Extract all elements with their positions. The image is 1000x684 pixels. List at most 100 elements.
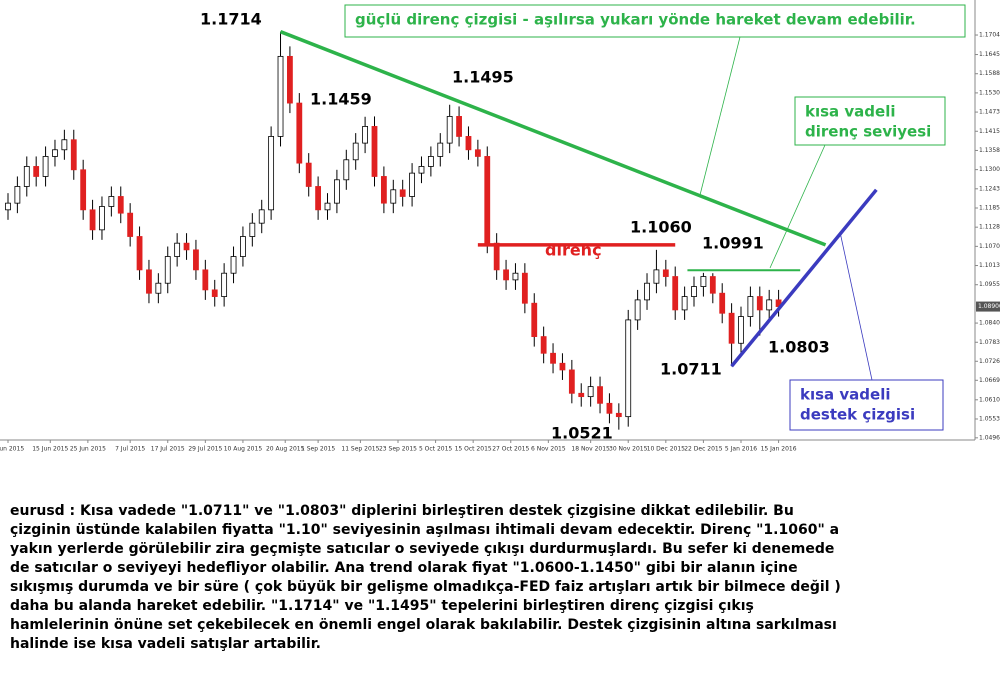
candle-body (52, 149, 58, 157)
candle-body (352, 142, 359, 161)
candle-body (380, 176, 387, 204)
candle-body (446, 116, 453, 144)
y-tick-label: 1.17040 (979, 32, 1000, 39)
y-tick-label: 1.14730 (979, 109, 1000, 116)
trend-line (730, 188, 878, 368)
y-tick-label: 1.04965 (979, 434, 1000, 441)
candle-body (211, 289, 218, 297)
candle-body (606, 402, 613, 414)
commentary-line: yakın yerlerde görülebilir zira geçmişte… (10, 541, 834, 557)
candle-body (390, 189, 397, 204)
candle-body (240, 236, 246, 257)
candle-body (531, 302, 538, 337)
x-tick-label: 11 Sep 2015 (341, 446, 379, 453)
candle-body (691, 286, 697, 297)
candle-body (164, 256, 171, 284)
candle-body (193, 249, 199, 271)
candle-body (559, 362, 566, 371)
candle-body (709, 276, 716, 294)
candle-body (625, 319, 632, 418)
commentary-line: halinde ise kısa vadeli satışlar artabil… (10, 636, 321, 652)
candle-body (334, 179, 340, 204)
y-tick-label: 1.06105 (979, 396, 1000, 403)
candle-body (615, 412, 622, 418)
candle-body (747, 296, 754, 317)
candle-body (672, 276, 679, 311)
candle-body (287, 55, 293, 104)
candle-body (33, 166, 40, 177)
y-tick-label: 1.13005 (979, 166, 1000, 173)
candle-body (465, 136, 472, 151)
x-tick-label: 20 Aug 2015 (266, 446, 305, 453)
candle-body (249, 222, 256, 237)
candle-body (70, 139, 77, 171)
callout-connector (769, 144, 826, 269)
candle-body (61, 139, 68, 151)
candle-body (202, 269, 209, 291)
candle-body (503, 269, 509, 281)
x-tick-label: 25 Jun 2015 (70, 446, 106, 453)
candle-body (99, 206, 105, 231)
y-tick-label: 1.06690 (979, 377, 1000, 384)
candle-body (437, 142, 444, 157)
candle-body (305, 162, 312, 187)
commentary-line: çizginin üstünde kalabilen fiyatta "1.10… (10, 522, 839, 538)
y-tick-label: 1.11280 (979, 224, 1000, 231)
commentary-line: sıkışmış durumda ve bir süre ( çok büyük… (10, 579, 841, 595)
candle-body (230, 256, 237, 274)
commentary-line: hamlelerinin önüne set çekebilecek en ön… (10, 617, 837, 633)
y-tick-label: 1.07260 (979, 358, 1000, 365)
candle-body (512, 272, 519, 281)
y-tick-label: 1.14155 (979, 128, 1000, 135)
candle-body (221, 272, 228, 297)
callout-box (794, 96, 946, 146)
candle-body (117, 196, 124, 214)
candle-body (42, 156, 49, 177)
callout-connector (839, 231, 873, 381)
commentary-line: de satıcılar o seviyeyi hedefliyor olabi… (10, 560, 798, 576)
candle-body (587, 386, 594, 398)
candle-body (136, 236, 143, 271)
candle-body (174, 242, 181, 257)
callout-text: güçlü direnç çizgisi - aşılırsa yukarı y… (355, 11, 916, 29)
callout-text: direnç seviyesi (805, 123, 931, 141)
y-tick-label: 1.07830 (979, 339, 1000, 346)
candle-body (493, 242, 500, 271)
price-label: 1.1060 (630, 218, 692, 237)
candle-body (540, 336, 547, 354)
y-tick-label: 1.12430 (979, 185, 1000, 192)
candle-body (766, 299, 773, 311)
x-tick-label: 10 Aug 2015 (224, 446, 263, 453)
candle-body (23, 166, 30, 187)
y-tick-label: 1.16455 (979, 51, 1000, 58)
candle-body (550, 352, 556, 364)
candle-body (568, 369, 575, 394)
candle-body (108, 196, 115, 207)
candle-body (268, 136, 275, 211)
x-tick-label: 22 Dec 2015 (684, 446, 723, 453)
y-tick-label: 1.10130 (979, 262, 1000, 269)
candle-body (89, 209, 96, 231)
candle-body (362, 126, 368, 144)
x-tick-label: 3 Jun 2015 (0, 446, 24, 453)
y-tick-label: 1.09555 (979, 281, 1000, 288)
candle-body (296, 102, 303, 164)
x-tick-label: 23 Sep 2015 (379, 446, 417, 453)
x-tick-label: 1 Sep 2015 (301, 446, 335, 453)
price-label: 1.0521 (551, 424, 613, 443)
candle-body (146, 269, 152, 294)
candle-body (80, 169, 87, 211)
candle-body (756, 296, 763, 311)
price-label: 1.1714 (200, 10, 262, 29)
candle-body (183, 242, 190, 251)
price-label: 1.0711 (660, 360, 722, 379)
price-label: 1.1459 (310, 90, 372, 109)
candle-body (409, 172, 415, 197)
candle-body (258, 209, 265, 224)
x-tick-label: 27 Oct 2015 (492, 446, 529, 453)
candle-body (578, 392, 585, 398)
callout-box (789, 379, 944, 431)
candle-body (484, 156, 491, 244)
y-tick-label: 1.10705 (979, 243, 1000, 250)
